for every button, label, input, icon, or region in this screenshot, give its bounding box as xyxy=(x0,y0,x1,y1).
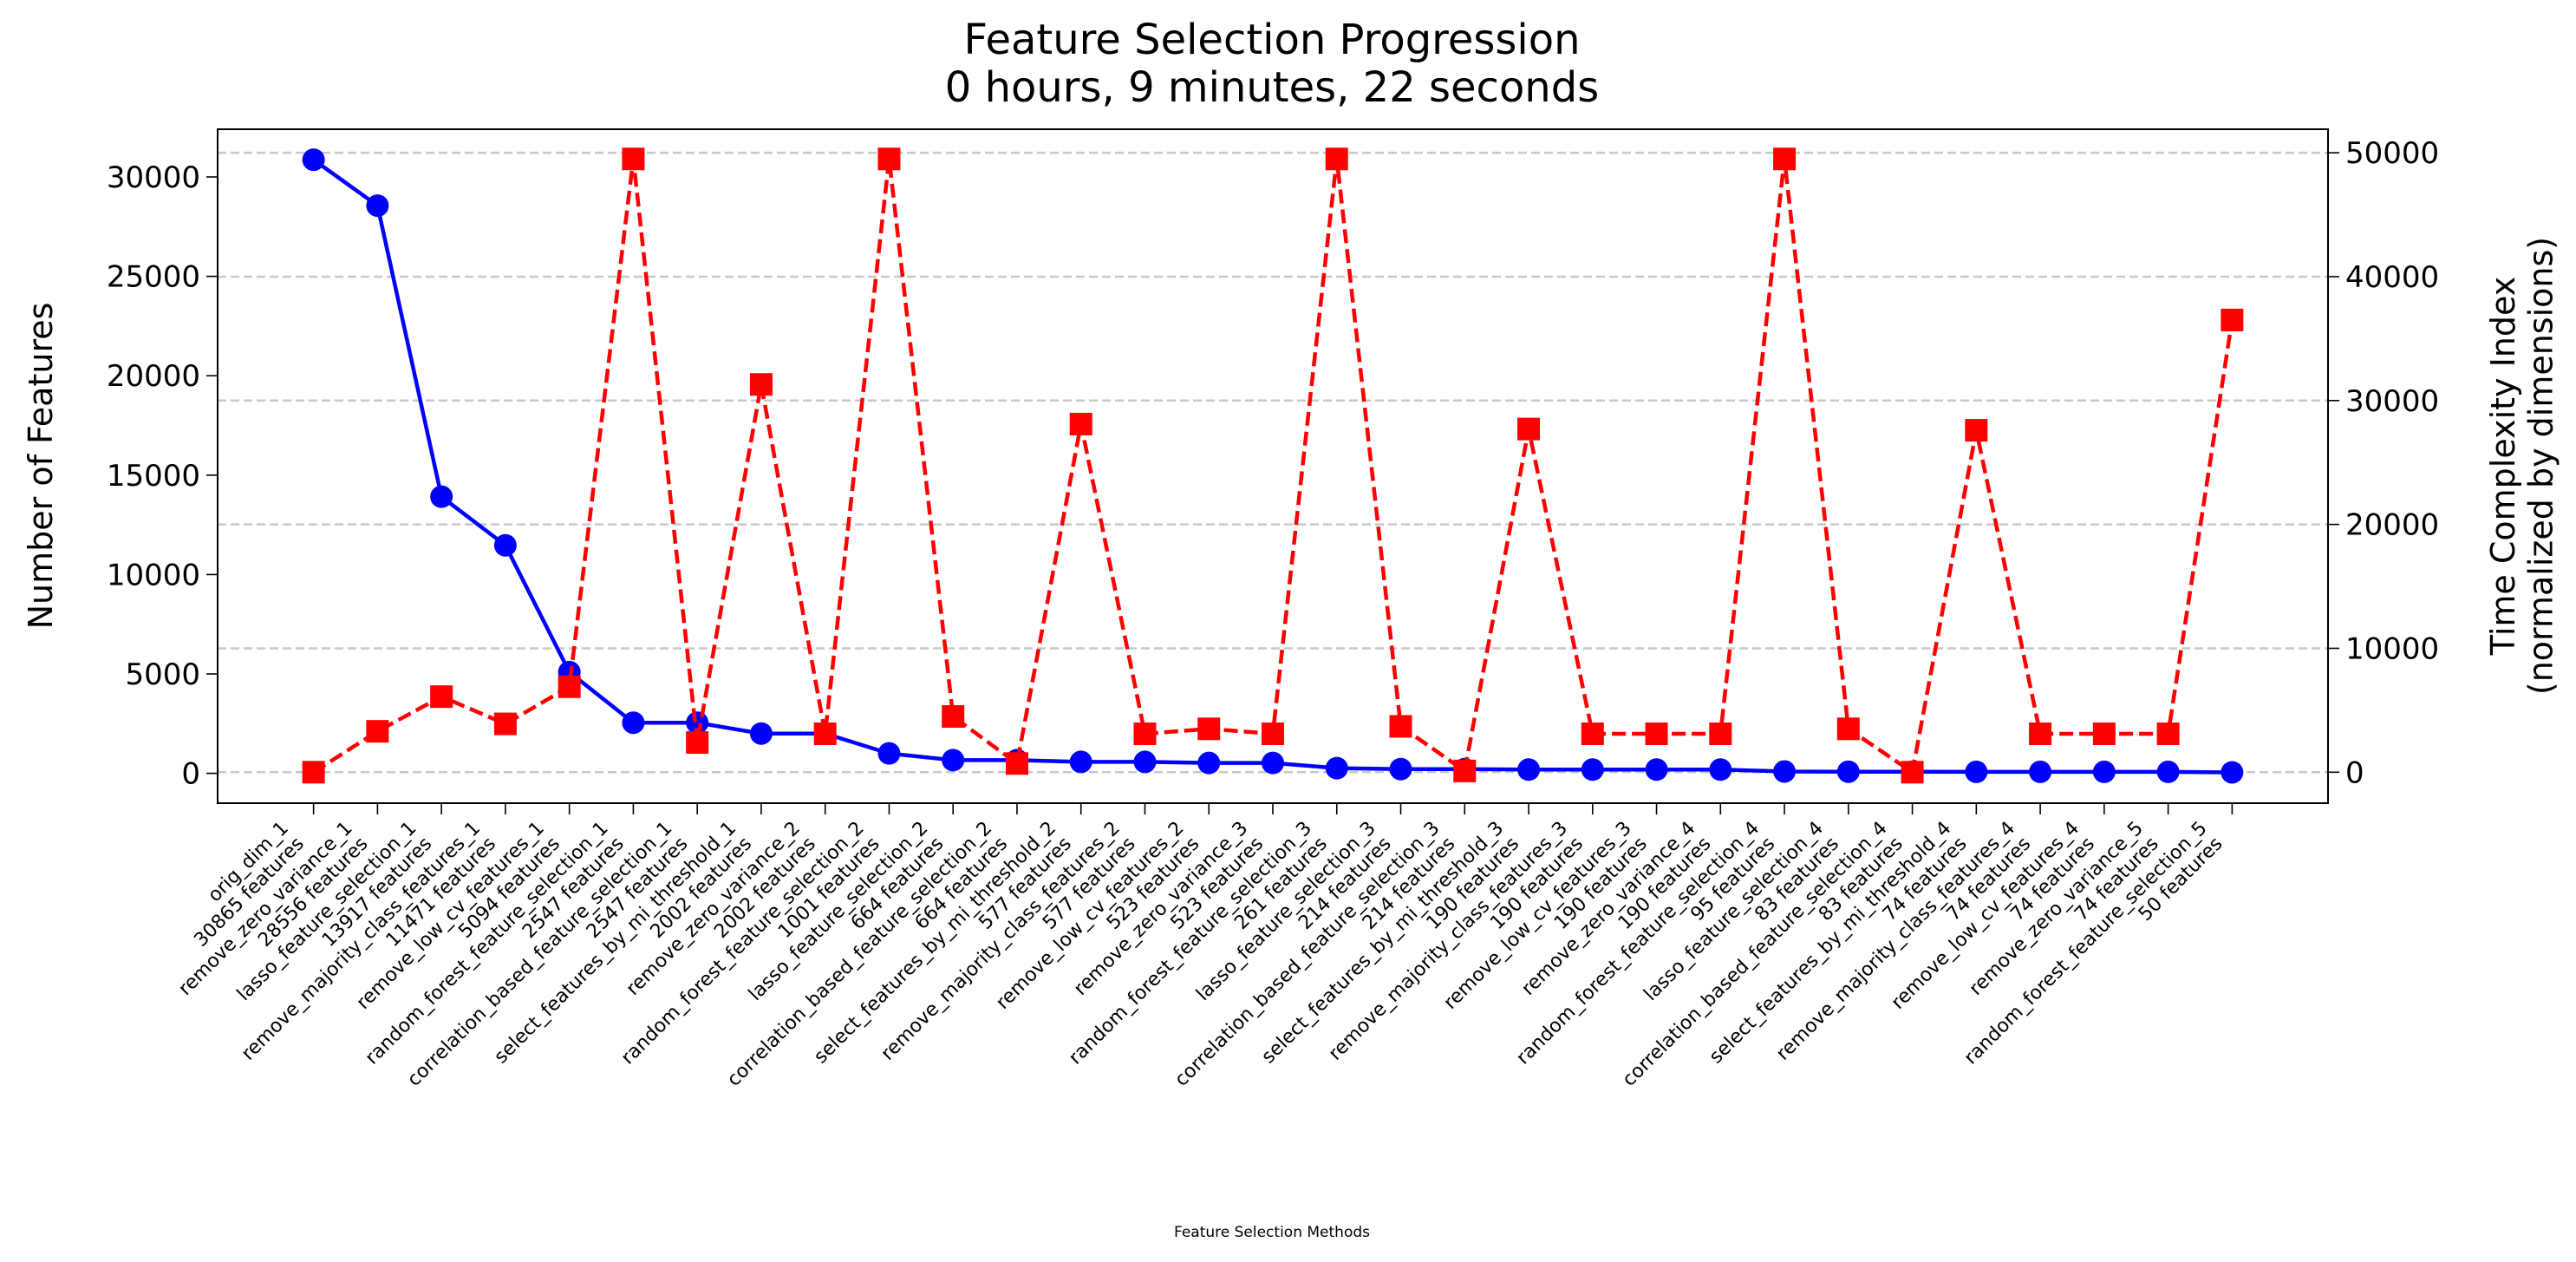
y2-tick-label: 0 xyxy=(2345,755,2364,790)
circle-marker xyxy=(2092,760,2116,783)
plot-frame xyxy=(217,128,2329,804)
square-marker xyxy=(558,675,581,698)
square-marker xyxy=(749,373,773,396)
circle-marker xyxy=(1133,750,1157,774)
y2-tick-label: 50000 xyxy=(2345,136,2439,171)
circle-marker xyxy=(1645,758,1668,781)
y-tick-label: 15000 xyxy=(107,459,200,494)
square-marker xyxy=(493,712,517,736)
y2-axis-label: Time Complexity Index(normalized by dime… xyxy=(2484,237,2560,695)
circle-marker xyxy=(366,194,389,218)
circle-marker xyxy=(622,711,645,735)
y2-tick-label: 10000 xyxy=(2345,631,2439,666)
square-marker xyxy=(1197,717,1221,741)
y-tick-label: 0 xyxy=(181,757,200,792)
square-marker xyxy=(1773,147,1797,171)
series-line xyxy=(312,159,2234,776)
circle-marker xyxy=(942,749,965,772)
square-marker xyxy=(1709,723,1732,746)
y2-axis-label-group: Time Complexity Index(normalized by dime… xyxy=(2484,237,2560,695)
chart-title: Feature Selection Progression 0 hours, 9 … xyxy=(945,16,1599,112)
circle-marker xyxy=(1069,750,1092,774)
square-marker xyxy=(2092,723,2116,746)
circle-marker xyxy=(1262,751,1284,775)
square-marker xyxy=(1645,723,1668,746)
y-tick-label: 5000 xyxy=(125,657,200,692)
square-marker xyxy=(2156,723,2180,746)
circle-marker xyxy=(1581,758,1604,781)
circle-marker xyxy=(2221,761,2244,784)
y-axis-label-group: Number of Features xyxy=(22,303,60,630)
square-marker xyxy=(1005,752,1028,775)
square-marker xyxy=(2029,723,2052,746)
y2-tick-label: 40000 xyxy=(2345,260,2439,295)
square-marker xyxy=(877,147,901,171)
y2-tick-label: 20000 xyxy=(2345,508,2439,543)
square-marker xyxy=(813,723,837,746)
square-marker xyxy=(1133,723,1157,746)
circle-marker xyxy=(877,742,901,765)
circle-marker xyxy=(1836,760,1860,783)
square-marker xyxy=(430,685,453,709)
circle-marker xyxy=(1197,751,1221,775)
square-marker xyxy=(1389,715,1412,738)
y-tick-label: 30000 xyxy=(107,160,200,195)
square-marker xyxy=(1517,417,1541,441)
circle-marker xyxy=(1325,756,1348,780)
circle-marker xyxy=(493,533,517,557)
y-axis-label: Number of Features xyxy=(22,303,60,630)
circle-marker xyxy=(2156,760,2180,783)
circle-marker xyxy=(1773,760,1797,783)
x-axis-label: Feature Selection Methods xyxy=(1174,1224,1370,1241)
series-line xyxy=(312,158,2233,775)
square-marker xyxy=(1901,761,1924,784)
circle-marker xyxy=(302,148,325,172)
square-marker xyxy=(1581,723,1604,746)
y-tick-label: 20000 xyxy=(107,359,200,394)
square-marker xyxy=(686,731,709,755)
square-marker xyxy=(1836,717,1860,741)
square-marker xyxy=(302,761,325,784)
y-tick-label: 10000 xyxy=(107,558,200,592)
square-marker xyxy=(366,720,389,743)
square-marker xyxy=(622,147,645,171)
circle-marker xyxy=(1965,760,1988,783)
square-marker xyxy=(942,705,965,729)
circle-marker xyxy=(749,722,773,745)
square-marker xyxy=(1069,412,1092,435)
square-marker xyxy=(1262,723,1284,746)
circle-marker xyxy=(1389,757,1412,781)
circle-marker xyxy=(430,485,453,508)
circle-marker xyxy=(1517,758,1541,781)
y-tick-label: 25000 xyxy=(107,260,200,295)
square-marker xyxy=(2221,308,2244,331)
circle-marker xyxy=(2029,760,2052,783)
square-marker xyxy=(1965,419,1988,442)
square-marker xyxy=(1453,759,1477,782)
square-marker xyxy=(1325,147,1348,171)
y2-tick-label: 30000 xyxy=(2345,384,2439,419)
circle-marker xyxy=(1709,758,1732,781)
